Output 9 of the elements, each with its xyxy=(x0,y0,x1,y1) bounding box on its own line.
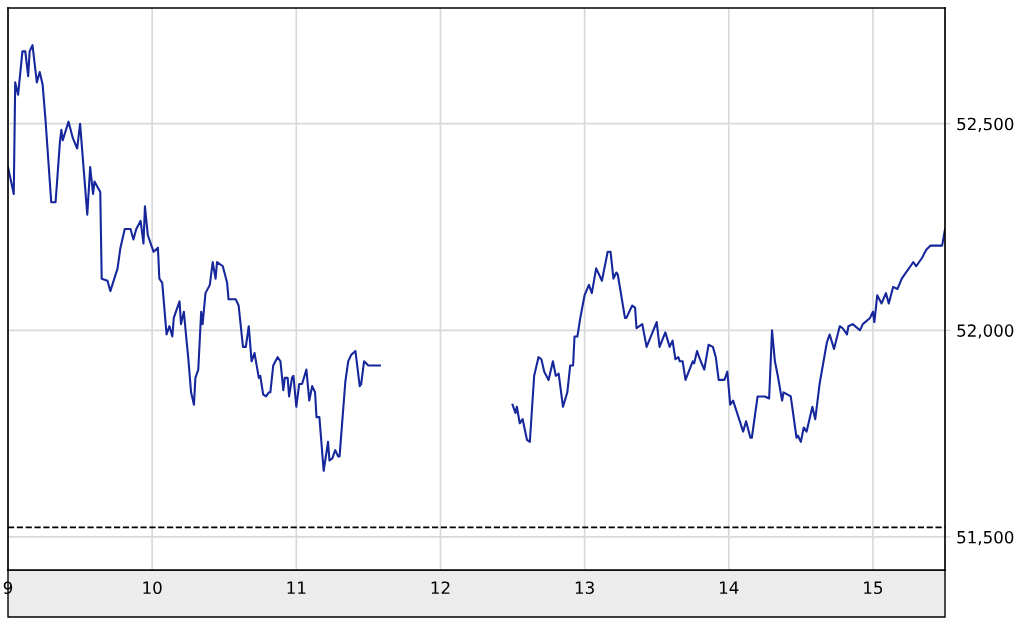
x-tick-label: 11 xyxy=(287,581,306,594)
x-tick-label: 14 xyxy=(720,581,739,594)
x-tick-label: 12 xyxy=(431,581,450,594)
y-tick-label: 52,000 xyxy=(957,324,1014,339)
x-tick-label: 15 xyxy=(864,581,883,595)
y-tick-label: 52,500 xyxy=(957,117,1014,132)
x-tick-label: 13 xyxy=(575,581,594,595)
x-tick-label: 10 xyxy=(143,581,162,595)
y-tick-label: 51,500 xyxy=(957,530,1014,546)
